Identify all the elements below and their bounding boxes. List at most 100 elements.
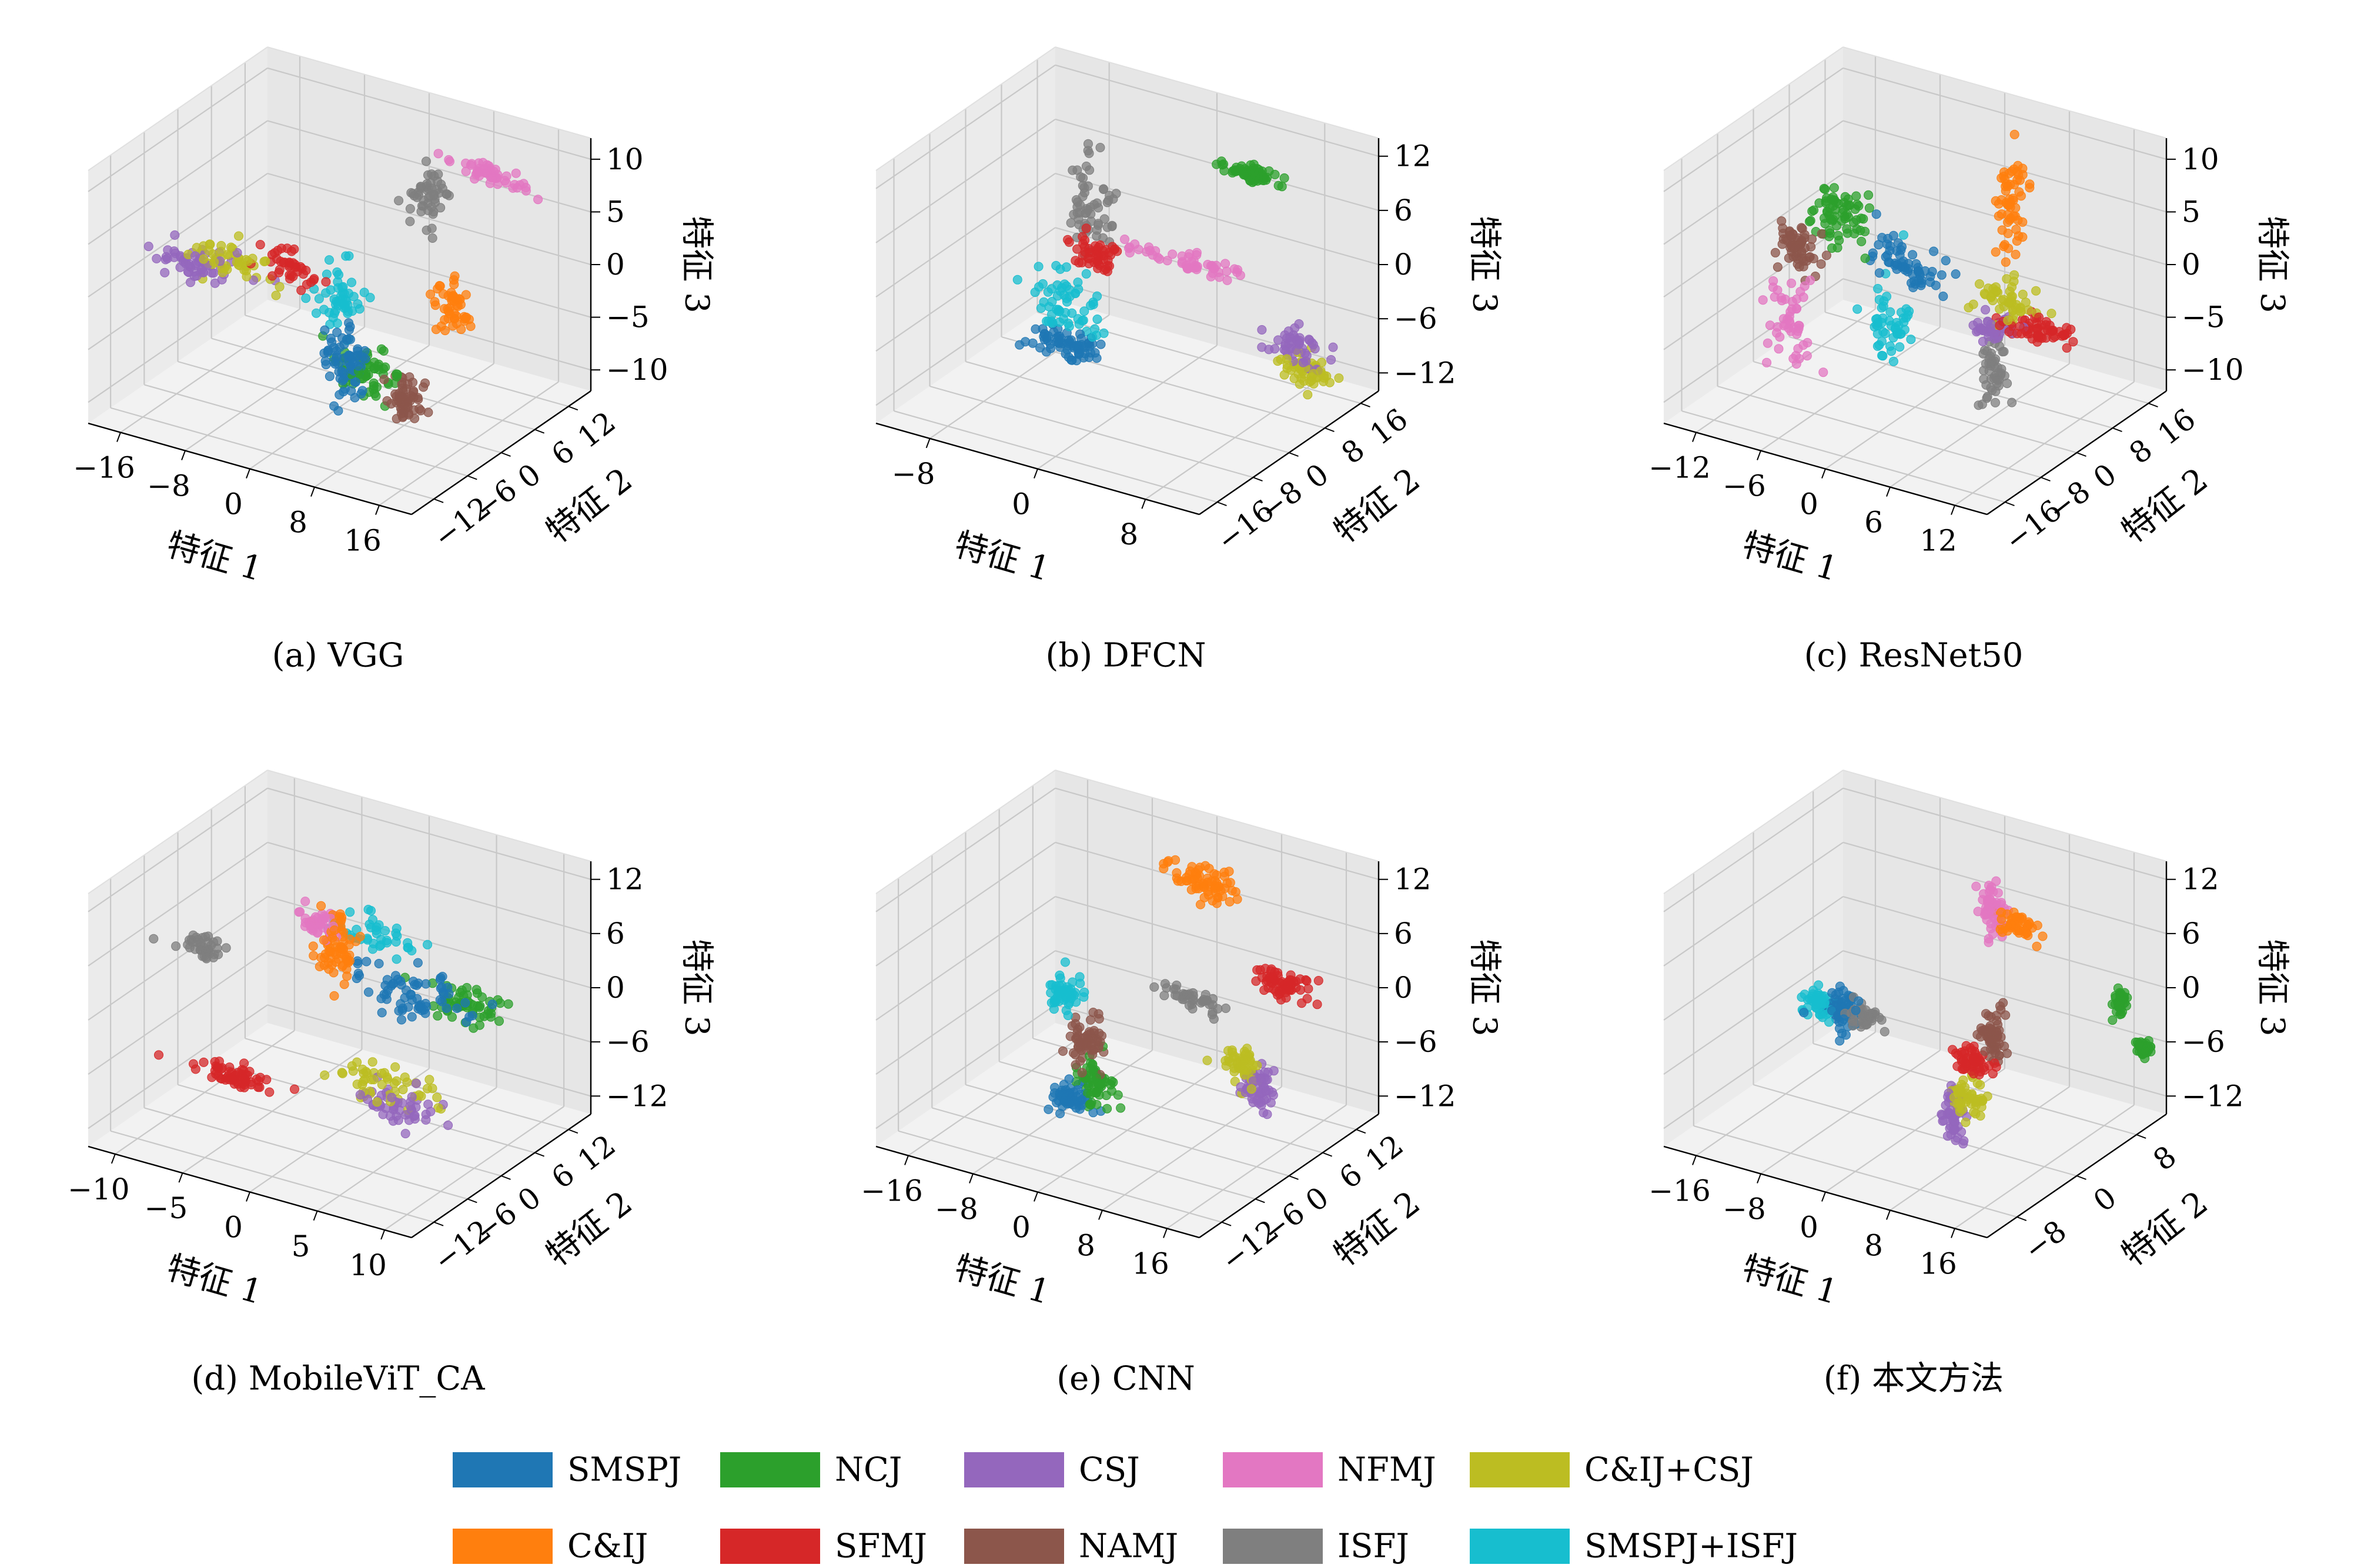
- scatter-point: [1182, 263, 1192, 273]
- scatter-point: [379, 346, 389, 356]
- grid-line: [1055, 172, 1379, 266]
- scatter-point: [420, 1008, 430, 1018]
- scatter-point: [1994, 331, 2004, 341]
- scatter-point: [1071, 1049, 1081, 1059]
- y-tick: [1217, 502, 1227, 506]
- scatter-point: [1300, 348, 1310, 358]
- y-tick: [467, 1198, 477, 1203]
- scatter-point: [1254, 1098, 1263, 1108]
- scatter-point: [1066, 335, 1076, 345]
- scatter-point: [1878, 327, 1888, 337]
- scatter-point: [500, 176, 510, 186]
- legend-swatch: [453, 1452, 553, 1487]
- grid-line: [965, 1084, 1289, 1177]
- x-tick: [1886, 487, 1891, 497]
- scatter-point: [212, 1062, 222, 1072]
- y-axis-label: 特征 2: [1327, 1183, 1427, 1273]
- scatter-point: [1097, 1031, 1106, 1041]
- x-tick: [116, 432, 121, 442]
- scatter-point: [319, 305, 329, 315]
- z-tick-label: 0: [2182, 248, 2201, 282]
- x-tick-label: −16: [73, 451, 135, 485]
- scatter-point: [400, 1072, 410, 1082]
- scatter-point: [1854, 201, 1864, 211]
- scatter-point: [1083, 139, 1093, 149]
- z-tick-label: −12: [606, 1079, 668, 1113]
- scatter-point: [1293, 369, 1303, 379]
- scatter-point: [405, 204, 415, 213]
- scatter-point: [379, 375, 389, 385]
- scatter-point: [1251, 976, 1261, 986]
- x-tick: [1821, 469, 1826, 479]
- z-tick-label: 6: [1394, 917, 1413, 951]
- scatter-point: [319, 935, 329, 945]
- scatter-point: [1222, 266, 1232, 276]
- scatter-point: [337, 1068, 347, 1078]
- z-tick-label: 12: [1394, 139, 1432, 173]
- legend-swatch: [1223, 1529, 1323, 1564]
- x-tick-label: −5: [145, 1191, 188, 1225]
- scatter-point: [1071, 195, 1081, 205]
- scatter-point: [357, 386, 367, 396]
- scatter-point: [1292, 345, 1301, 355]
- grid-line: [88, 787, 268, 912]
- scatter-point: [1334, 373, 1344, 383]
- scatter-point: [350, 377, 360, 387]
- scatter-point: [390, 1062, 400, 1072]
- grid-line: [88, 67, 268, 192]
- scatter-point: [1800, 281, 1810, 291]
- scatter-point: [345, 335, 355, 345]
- scatter-point: [1240, 1070, 1250, 1080]
- scatter-point: [1055, 335, 1065, 345]
- x-tick-label: −12: [1648, 451, 1711, 485]
- scatter-point: [1062, 1099, 1072, 1109]
- scatter-point: [320, 949, 330, 959]
- scatter-point: [1039, 332, 1049, 342]
- scatter-point: [1259, 1108, 1269, 1118]
- x-tick-label: −16: [1648, 1174, 1711, 1208]
- scatter-point: [1906, 335, 1916, 345]
- scatter-point: [1998, 347, 2008, 357]
- scatter-point: [1991, 386, 2001, 396]
- legend-label: NFMJ: [1337, 1451, 1436, 1489]
- scatter-point: [149, 934, 159, 944]
- scatter-point: [1986, 319, 1996, 329]
- scatter-point: [1848, 1021, 1858, 1031]
- scatter-point: [1275, 989, 1285, 999]
- x-tick-label: 0: [224, 487, 243, 521]
- scatter-point: [1155, 254, 1165, 264]
- scatter-point: [1054, 987, 1063, 997]
- scatter-point: [2003, 316, 2013, 325]
- scatter-point: [1090, 348, 1100, 358]
- scatter-point: [1208, 1009, 1217, 1019]
- scatter-point: [154, 1050, 163, 1060]
- scatter-point: [1774, 344, 1784, 354]
- scatter-point: [1081, 269, 1091, 279]
- scatter-point: [218, 268, 228, 278]
- x-tick: [1141, 499, 1146, 509]
- y-tick-label: 6: [1333, 1157, 1369, 1195]
- scatter-point: [1328, 342, 1338, 352]
- y-tick-label: 0: [2087, 1180, 2123, 1218]
- scatter-points: [149, 897, 513, 1139]
- pane-edge: [875, 770, 1056, 894]
- scatter-point: [1984, 366, 1994, 376]
- scatter-point: [387, 1092, 397, 1102]
- x-tick: [1951, 505, 1955, 515]
- scatter-point: [2001, 1010, 2011, 1020]
- scatter-point: [2046, 309, 2056, 319]
- y-tick-label: 6: [545, 434, 581, 472]
- scatter-point: [1102, 222, 1112, 232]
- scatter-point: [444, 155, 454, 165]
- x-axis-label: 特征 1: [163, 1248, 267, 1312]
- y-tick: [1325, 427, 1335, 432]
- scatter-point: [1055, 973, 1065, 983]
- x-tick: [1692, 432, 1697, 442]
- scatter-point: [331, 942, 341, 952]
- z-tick-label: −6: [1394, 1025, 1437, 1059]
- scatter-point: [1951, 269, 1961, 279]
- scatter-point: [1075, 329, 1085, 339]
- grid-line: [144, 1107, 468, 1200]
- scatter-point: [267, 271, 277, 281]
